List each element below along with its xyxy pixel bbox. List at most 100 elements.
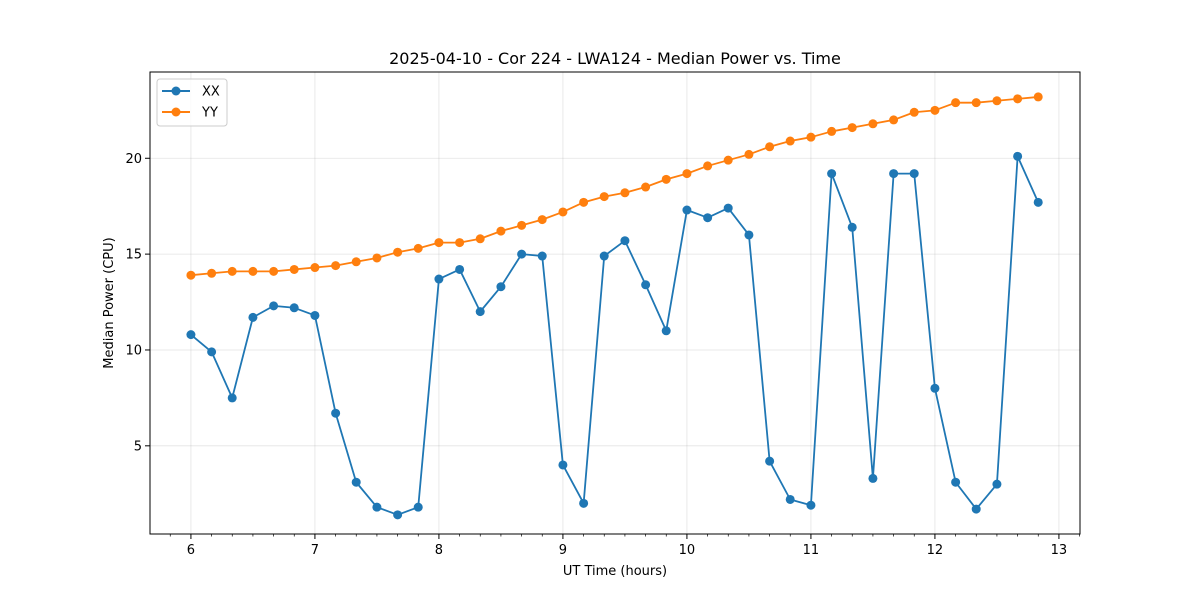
data-point-yy xyxy=(434,238,444,248)
data-point-yy xyxy=(289,264,299,274)
data-point-xx xyxy=(971,504,981,514)
data-point-yy xyxy=(723,155,733,165)
data-point-xx xyxy=(765,456,775,466)
data-point-yy xyxy=(413,243,423,253)
data-point-yy xyxy=(558,207,568,217)
data-point-yy xyxy=(599,192,609,202)
data-point-yy xyxy=(889,115,899,125)
data-point-xx xyxy=(785,494,795,504)
data-point-xx xyxy=(475,307,485,317)
legend-marker-yy xyxy=(171,107,181,117)
x-tick-label: 9 xyxy=(559,543,567,558)
data-point-xx xyxy=(372,502,382,512)
data-point-yy xyxy=(765,142,775,152)
data-point-xx xyxy=(723,203,733,213)
x-axis-label: UT Time (hours) xyxy=(563,564,667,579)
data-point-yy xyxy=(868,119,878,129)
data-point-xx xyxy=(641,280,651,290)
data-point-yy xyxy=(269,266,279,276)
data-point-xx xyxy=(496,282,506,292)
x-tick-label: 13 xyxy=(1051,543,1068,558)
data-point-yy xyxy=(455,238,465,248)
data-point-xx xyxy=(599,251,609,261)
y-tick-label: 15 xyxy=(125,248,142,263)
y-tick-label: 20 xyxy=(125,152,142,167)
data-point-xx xyxy=(393,510,403,520)
data-point-xx xyxy=(289,303,299,313)
data-point-yy xyxy=(744,149,754,159)
legend: XX YY xyxy=(156,78,228,127)
data-point-xx xyxy=(186,330,196,340)
x-tick-label: 8 xyxy=(435,543,443,558)
y-axis-label: Median Power (CPU) xyxy=(102,237,117,368)
data-point-xx xyxy=(868,473,878,483)
grid xyxy=(150,72,1080,534)
data-point-xx xyxy=(682,205,692,215)
data-point-xx xyxy=(806,500,816,510)
data-point-yy xyxy=(930,105,940,115)
data-point-xx xyxy=(331,408,341,418)
data-point-xx xyxy=(537,251,547,261)
data-point-yy xyxy=(682,169,692,179)
data-point-yy xyxy=(475,234,485,244)
data-point-yy xyxy=(248,266,258,276)
legend-label-yy: YY xyxy=(201,106,218,121)
data-point-yy xyxy=(1013,94,1023,104)
data-point-yy xyxy=(641,182,651,192)
data-point-xx xyxy=(310,310,320,320)
data-point-yy xyxy=(227,266,237,276)
data-point-xx xyxy=(434,274,444,284)
data-point-yy xyxy=(785,136,795,146)
series-group xyxy=(186,92,1043,520)
data-point-xx xyxy=(744,230,754,240)
data-point-xx xyxy=(269,301,279,311)
x-tick-label: 6 xyxy=(187,543,195,558)
data-point-xx xyxy=(827,169,837,179)
x-tick-label: 10 xyxy=(679,543,696,558)
data-point-yy xyxy=(331,261,341,271)
data-point-yy xyxy=(971,98,981,108)
data-point-yy xyxy=(847,123,857,133)
plot-frame xyxy=(149,71,1081,535)
data-point-yy xyxy=(703,161,713,171)
x-tick-label: 12 xyxy=(927,543,944,558)
data-point-xx xyxy=(661,326,671,336)
legend-label-xx: XX xyxy=(202,85,220,100)
data-point-yy xyxy=(496,226,506,236)
data-point-xx xyxy=(703,213,713,223)
data-point-xx xyxy=(227,393,237,403)
data-point-xx xyxy=(909,169,919,179)
data-point-yy xyxy=(579,197,589,207)
data-point-xx xyxy=(579,498,589,508)
data-point-xx xyxy=(889,169,899,179)
data-point-xx xyxy=(992,479,1002,489)
data-point-yy xyxy=(827,126,837,136)
data-point-yy xyxy=(310,263,320,273)
data-point-xx xyxy=(620,236,630,246)
x-tick-label: 7 xyxy=(311,543,319,558)
data-point-yy xyxy=(661,174,671,184)
data-point-xx xyxy=(1013,151,1023,161)
data-point-xx xyxy=(847,222,857,232)
data-point-xx xyxy=(930,383,940,393)
data-point-yy xyxy=(186,270,196,280)
data-point-xx xyxy=(951,477,961,487)
data-point-yy xyxy=(351,257,361,267)
legend-marker-xx xyxy=(171,86,181,96)
data-point-yy xyxy=(951,98,961,108)
data-point-yy xyxy=(620,188,630,198)
data-point-xx xyxy=(1033,197,1043,207)
ticks: 6 7 8 9 10 11 12 13 5 10 15 20 xyxy=(125,152,1080,558)
data-point-xx xyxy=(558,460,568,470)
data-point-yy xyxy=(909,107,919,117)
data-point-xx xyxy=(455,264,465,274)
data-point-xx xyxy=(517,249,527,259)
y-tick-label: 5 xyxy=(134,439,142,454)
data-point-yy xyxy=(372,253,382,263)
data-point-yy xyxy=(806,132,816,142)
data-point-yy xyxy=(393,247,403,257)
data-point-xx xyxy=(248,312,258,322)
data-point-yy xyxy=(537,215,547,225)
data-point-yy xyxy=(517,220,527,230)
